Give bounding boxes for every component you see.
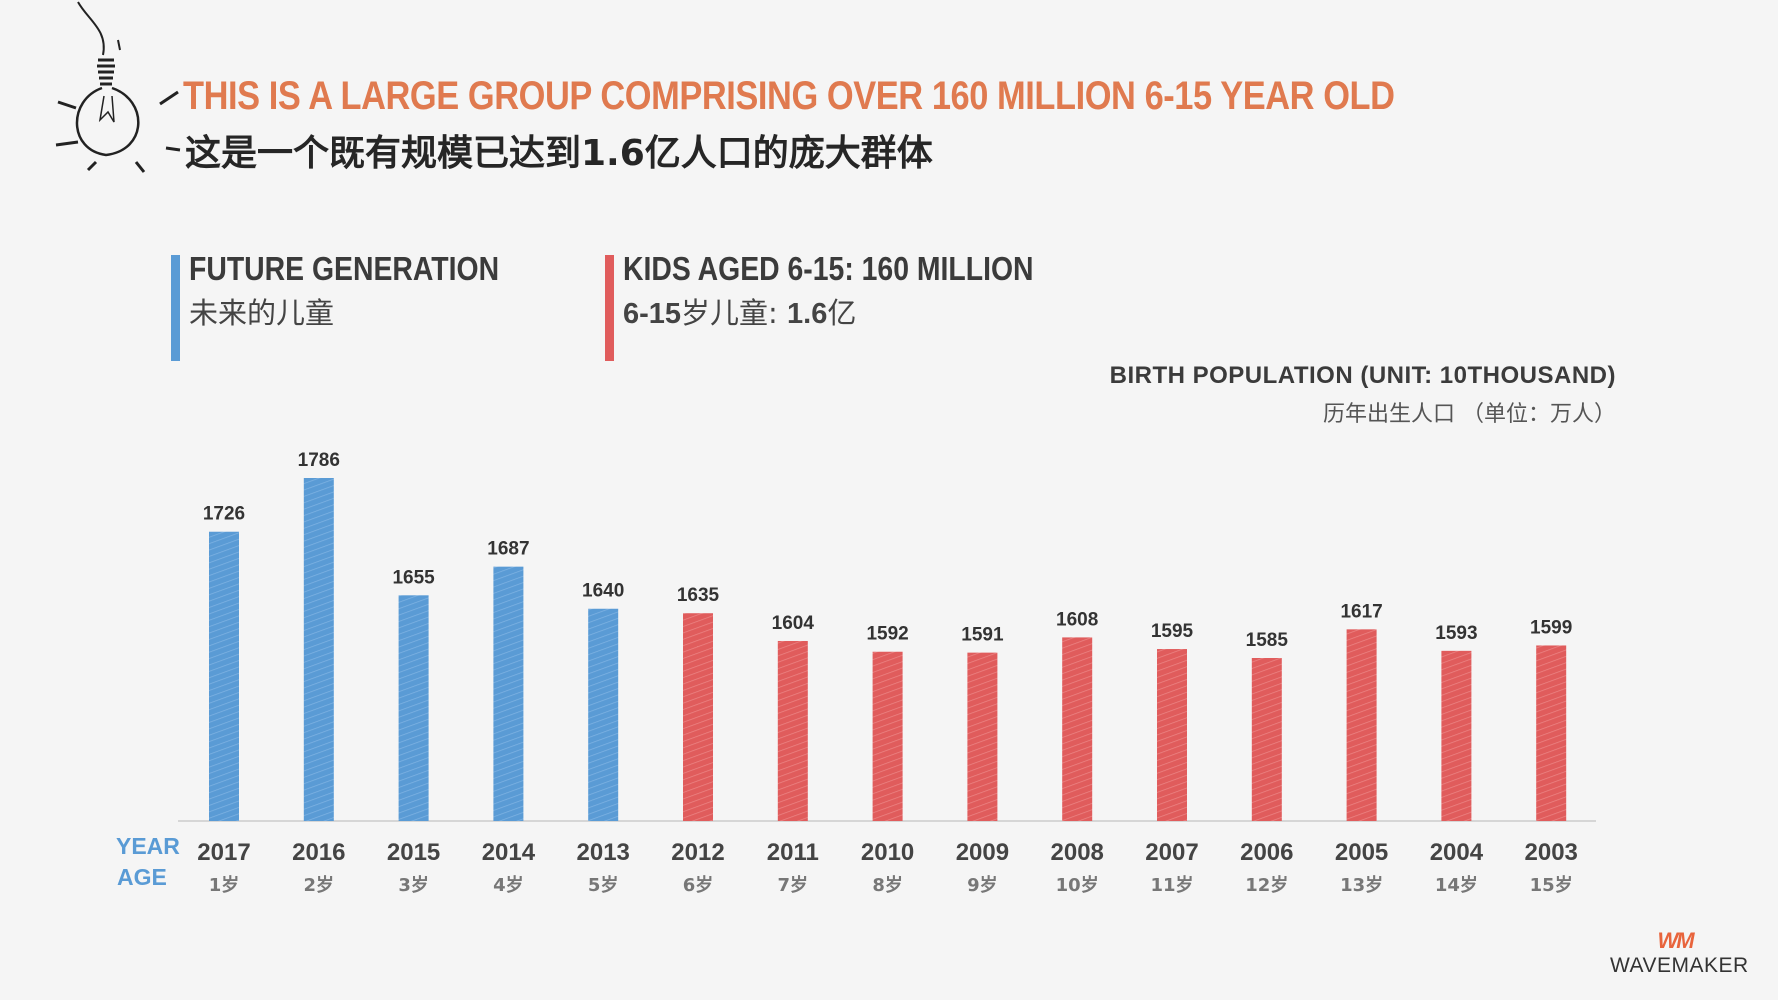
legend-future-subtitle: 未来的儿童 xyxy=(189,296,335,330)
chart-unit-chinese: 历年出生人口 （单位：万人） xyxy=(1323,402,1616,427)
age-tick-2009: 9岁 xyxy=(967,874,998,896)
data-label-2007: 1595 xyxy=(1151,621,1194,642)
data-label-2016: 1786 xyxy=(298,450,340,471)
year-tick-2015: 2015 xyxy=(387,839,440,866)
bar-2005 xyxy=(1346,629,1377,821)
bar-2013 xyxy=(588,608,619,821)
bar-2011 xyxy=(777,640,808,821)
bar-2016 xyxy=(303,478,334,821)
age-tick-2005: 13岁 xyxy=(1340,874,1383,896)
data-label-2017: 1726 xyxy=(203,504,245,525)
age-tick-2007: 11岁 xyxy=(1150,874,1193,896)
year-tick-2016: 2016 xyxy=(292,839,345,866)
year-tick-2017: 2017 xyxy=(197,839,250,866)
age-tick-2015: 3岁 xyxy=(398,874,429,896)
data-label-2013: 1640 xyxy=(582,581,624,602)
data-label-2006: 1585 xyxy=(1246,630,1289,651)
age-tick-2006: 12岁 xyxy=(1245,874,1288,896)
data-label-2009: 1591 xyxy=(961,625,1004,646)
legend-kids-sub-value: 1.6 xyxy=(787,298,828,330)
data-label-2011: 1604 xyxy=(772,613,815,634)
legend-future-title: FUTURE GENERATION xyxy=(189,250,500,287)
age-tick-2017: 1岁 xyxy=(209,874,240,896)
logo-text: WAVEMAKER xyxy=(1610,954,1749,977)
data-label-2014: 1687 xyxy=(487,539,529,560)
bar-2009 xyxy=(967,652,998,821)
legend-future-color xyxy=(171,255,180,361)
age-tick-2014: 4岁 xyxy=(493,874,524,896)
year-tick-2009: 2009 xyxy=(956,839,1009,866)
year-tick-2010: 2010 xyxy=(861,839,914,866)
data-label-2012: 1635 xyxy=(677,585,720,606)
data-label-2008: 1608 xyxy=(1056,609,1098,630)
bar-2015 xyxy=(398,595,429,821)
bar-2014 xyxy=(493,566,524,821)
legend-kids-title: KIDS AGED 6-15: 160 MILLION xyxy=(623,250,1034,287)
logo-mark: WM xyxy=(1657,928,1694,953)
legend-kids-sub-label: 岁儿童: xyxy=(681,296,788,330)
data-label-2003: 1599 xyxy=(1530,617,1572,638)
bar-2010 xyxy=(872,651,903,821)
legend-kids-subtitle: 6-15岁儿童: 1.6亿 xyxy=(623,290,856,332)
year-tick-2005: 2005 xyxy=(1335,839,1388,866)
bar-2008 xyxy=(1062,637,1093,821)
legend-kids-sub-range: 6-15 xyxy=(623,298,682,330)
age-tick-2013: 5岁 xyxy=(588,874,619,896)
lightbulb-icon xyxy=(55,1,181,173)
age-tick-2003: 15岁 xyxy=(1530,874,1573,896)
year-tick-2012: 2012 xyxy=(671,839,724,866)
bar-2006 xyxy=(1251,658,1282,821)
year-tick-2007: 2007 xyxy=(1145,839,1198,866)
age-tick-2010: 8岁 xyxy=(872,874,903,896)
year-tick-2006: 2006 xyxy=(1240,839,1293,866)
chart-unit-english: BIRTH POPULATION (UNIT: 10THOUSAND) xyxy=(1109,362,1616,389)
bar-2012 xyxy=(683,613,713,821)
data-label-2010: 1592 xyxy=(866,624,908,645)
headline-chinese: 这是一个既有规模已达到1.6亿人口的庞大群体 xyxy=(185,133,933,174)
year-tick-2014: 2014 xyxy=(482,839,536,866)
year-tick-2008: 2008 xyxy=(1051,839,1104,866)
data-label-2015: 1655 xyxy=(392,567,435,588)
legend-kids-color xyxy=(605,255,614,361)
year-tick-2003: 2003 xyxy=(1525,839,1578,866)
axis-label-year: YEAR xyxy=(116,833,180,859)
year-tick-2011: 2011 xyxy=(767,839,819,866)
headline-english: THIS IS A LARGE GROUP COMPRISING OVER 16… xyxy=(183,74,1395,118)
data-label-2004: 1593 xyxy=(1435,623,1477,644)
year-tick-2013: 2013 xyxy=(577,839,630,866)
age-tick-2016: 2岁 xyxy=(304,874,335,896)
wavemaker-logo: WM WAVEMAKER xyxy=(1610,928,1749,978)
axis-label-age: AGE xyxy=(117,864,167,890)
age-tick-2004: 14岁 xyxy=(1435,874,1478,896)
year-tick-2004: 2004 xyxy=(1430,839,1484,866)
age-tick-2012: 6岁 xyxy=(683,874,714,896)
age-tick-2011: 7岁 xyxy=(778,874,809,896)
bar-2017 xyxy=(209,531,239,821)
age-tick-2008: 10岁 xyxy=(1056,874,1099,896)
legend-kids-sub-unit: 亿 xyxy=(827,296,857,330)
bar-2003 xyxy=(1536,645,1567,821)
bar-2004 xyxy=(1441,650,1472,821)
bar-2007 xyxy=(1157,649,1187,821)
data-label-2005: 1617 xyxy=(1340,601,1382,622)
